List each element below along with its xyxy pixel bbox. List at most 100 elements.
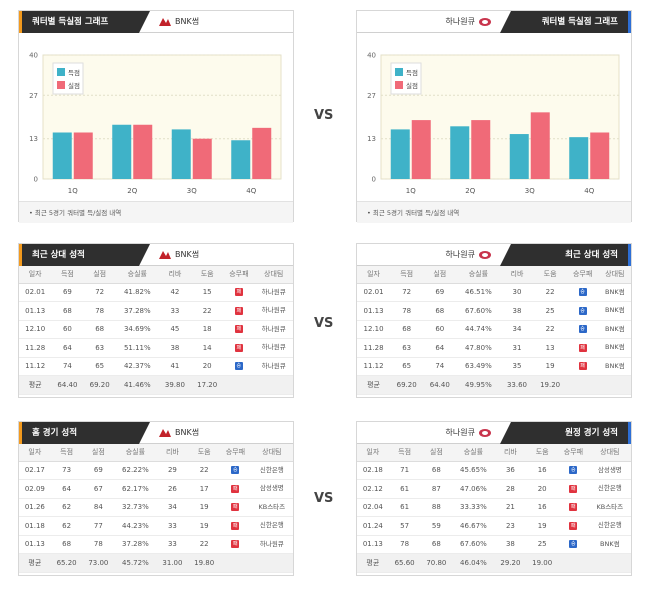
result-badge: 승 xyxy=(578,306,587,315)
panel-header: 하나원큐 원정 경기 성적 xyxy=(357,422,631,444)
cell-assists: 25 xyxy=(526,535,559,554)
cell-rebounds: 35 xyxy=(500,357,534,376)
left-home-panel: 홈 경기 성적 BNK썸 일자 득점 실점 승실률 리바 도움 승무패 상대팀 02.17 73… xyxy=(18,421,294,576)
y-tick-label: 0 xyxy=(34,176,38,184)
bar-scored xyxy=(231,140,251,179)
avg-assists: 17.20 xyxy=(191,375,224,395)
cell-date: 02.01 xyxy=(357,283,391,302)
cell-allowed: 68 xyxy=(420,461,453,480)
bar-scored xyxy=(52,132,72,179)
cell-result: 패 xyxy=(558,479,589,499)
y-tick-label: 27 xyxy=(29,92,38,100)
cell-scored: 72 xyxy=(390,283,424,302)
bnk-logo-icon xyxy=(159,250,171,259)
result-badge: 패 xyxy=(231,503,240,512)
table-row: 02.01 72 69 46.51% 30 22 승 BNK썸 xyxy=(357,283,631,302)
cell-opponent: BNK썸 xyxy=(598,301,631,321)
x-tick-label: 2Q xyxy=(465,187,475,195)
cell-date: 02.04 xyxy=(357,498,389,517)
col-header-opponent: 상대팀 xyxy=(250,444,293,462)
cell-result: 승 xyxy=(558,535,589,554)
legend-label: 득점 xyxy=(406,69,418,77)
cell-rebounds: 26 xyxy=(156,479,189,499)
col-header-opponent: 상대팀 xyxy=(598,266,631,284)
team-name: BNK썸 xyxy=(155,244,199,266)
avg-scored: 65.60 xyxy=(388,553,421,573)
right-recent-panel: 하나원큐 최근 상대 성적 일자 득점 실점 승실률 리바 도움 승무패 상대팀 02.01 7… xyxy=(356,243,632,398)
cell-date: 01.13 xyxy=(19,301,52,321)
table-row: 01.13 78 68 67.60% 38 25 승 BNK썸 xyxy=(357,301,631,321)
cell-result: 패 xyxy=(223,320,255,339)
avg-pct: 45.72% xyxy=(114,553,157,573)
panel-header: 홈 경기 성적 BNK썸 xyxy=(19,422,293,444)
cell-scored: 61 xyxy=(388,479,421,499)
cell-date: 01.13 xyxy=(19,535,51,554)
table-row: 02.01 69 72 41.82% 42 15 패 하나원큐 xyxy=(19,283,293,302)
avg-assists: 19.20 xyxy=(533,375,567,395)
cell-scored: 78 xyxy=(388,535,421,554)
col-header-allowed: 실점 xyxy=(423,266,457,284)
cell-assists: 19 xyxy=(188,516,221,536)
avg-pct: 41.46% xyxy=(115,375,159,395)
bar-allowed xyxy=(471,120,491,179)
cell-pct: 37.28% xyxy=(114,535,157,554)
table-row: 01.18 62 77 44.23% 33 19 패 신한은행 xyxy=(19,516,293,536)
legend-swatch xyxy=(57,81,65,89)
avg-opponent xyxy=(250,553,293,573)
cell-date: 01.18 xyxy=(19,516,51,536)
cell-date: 01.24 xyxy=(357,516,389,536)
table-row: 01.13 78 68 67.60% 38 25 승 BNK썸 xyxy=(357,535,631,554)
cell-scored: 78 xyxy=(390,301,424,321)
cell-opponent: 삼성생명 xyxy=(588,461,631,480)
table-row: 02.18 71 68 45.65% 36 16 승 삼성생명 xyxy=(357,461,631,480)
cell-assists: 19 xyxy=(188,498,221,517)
cell-rebounds: 23 xyxy=(494,516,527,536)
avg-scored: 64.40 xyxy=(51,375,84,395)
table-row: 02.17 73 69 62.22% 29 22 승 신한은행 xyxy=(19,461,293,480)
cell-result: 승 xyxy=(566,320,599,339)
x-tick-label: 3Q xyxy=(187,187,197,195)
result-badge: 승 xyxy=(569,466,578,475)
bar-allowed xyxy=(590,132,610,179)
cell-result: 승 xyxy=(220,461,251,480)
cell-allowed: 88 xyxy=(420,498,453,517)
cell-pct: 37.28% xyxy=(115,301,159,321)
cell-date: 02.12 xyxy=(357,479,389,499)
result-badge: 패 xyxy=(234,288,243,297)
col-header-result: 승무패 xyxy=(220,444,251,462)
legend-label: 실점 xyxy=(68,81,80,90)
table-row: 12.10 60 68 34.69% 45 18 패 하나원큐 xyxy=(19,320,293,339)
cell-date: 12.10 xyxy=(19,320,52,339)
left-quarter-chart-panel: 쿼터별 득실점 그래프 BNK썸 0 13 27 40 1Q 2Q 3Q 4Q 득점 실점 • 최… xyxy=(18,10,294,223)
cell-pct: 34.69% xyxy=(115,320,159,339)
panel-header: 최근 상대 성적 BNK썸 xyxy=(19,244,293,266)
cell-rebounds: 34 xyxy=(156,498,189,517)
cell-allowed: 69 xyxy=(423,283,457,302)
avg-opponent xyxy=(598,375,631,395)
col-header-result: 승무패 xyxy=(566,266,599,284)
panel-title: 홈 경기 성적 xyxy=(19,422,150,444)
col-header-pct: 승실률 xyxy=(114,444,157,462)
away-results-table: 일자 득점 실점 승실률 리바 도움 승무패 상대팀 02.18 71 68 45.65% 36 16 승… xyxy=(357,444,631,573)
result-badge: 패 xyxy=(234,306,243,315)
col-header-rebounds: 리바 xyxy=(500,266,534,284)
y-tick-label: 27 xyxy=(367,92,376,100)
cell-allowed: 63 xyxy=(83,338,116,358)
cell-opponent: 신한은행 xyxy=(250,516,293,536)
cell-assists: 22 xyxy=(188,461,221,480)
recent-results-table: 일자 득점 실점 승실률 리바 도움 승무패 상대팀 02.01 69 72 41.82% 42 15 패… xyxy=(19,266,293,395)
avg-result xyxy=(220,553,251,573)
cell-rebounds: 31 xyxy=(500,338,534,358)
x-tick-label: 4Q xyxy=(246,187,256,195)
cell-scored: 71 xyxy=(388,461,421,480)
result-badge: 패 xyxy=(234,343,243,352)
cell-scored: 65 xyxy=(390,357,424,376)
result-badge: 승 xyxy=(578,288,587,297)
cell-assists: 13 xyxy=(533,338,567,358)
col-header-allowed: 실점 xyxy=(83,266,116,284)
table-row: 01.13 68 78 37.28% 33 22 패 하나원큐 xyxy=(19,535,293,554)
average-row: 평균 64.40 69.20 41.46% 39.80 17.20 xyxy=(19,375,293,395)
avg-assists: 19.00 xyxy=(526,553,559,573)
cell-rebounds: 41 xyxy=(158,357,192,376)
